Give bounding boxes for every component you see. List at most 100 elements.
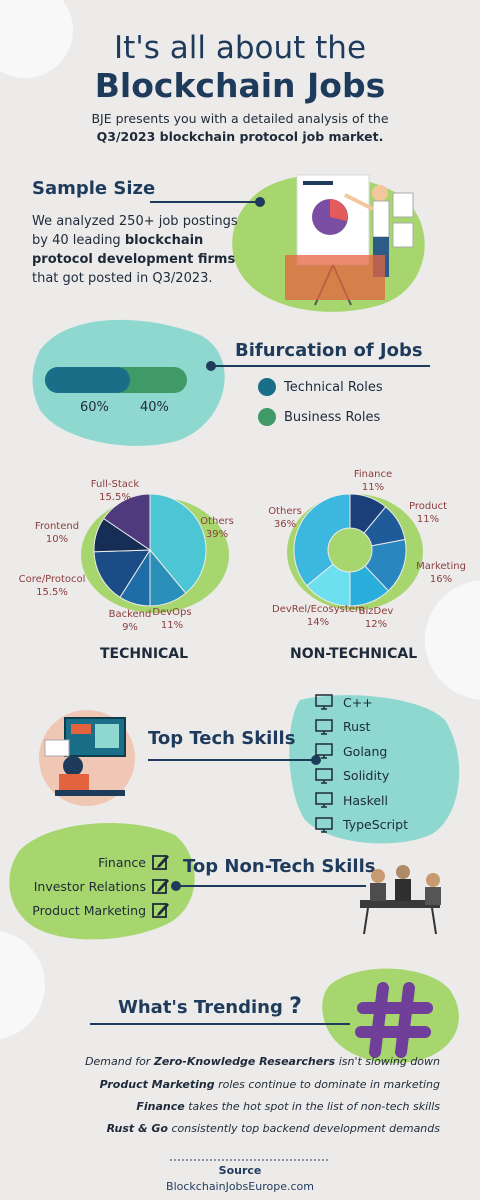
computer-icon [315, 719, 333, 735]
deco-circle-top-left [0, 0, 73, 78]
computer-icon [315, 694, 333, 710]
trending-title-text: What's Trending [118, 997, 283, 1018]
nontech-skill-label: Investor Relations [33, 878, 146, 894]
trend-4-bold: Rust & Go [106, 1122, 168, 1135]
trend-item-3: Finance takes the hot spot in the list o… [20, 1100, 440, 1113]
nontech-label-marketing-pct: 16% [429, 574, 453, 585]
nontech-skill-item: Finance [15, 850, 170, 874]
nontech-label-bizdev: BizDev 12% [354, 605, 398, 631]
non-technical-slice-others [293, 493, 351, 587]
tech-label-backend-name: Backend [108, 609, 152, 620]
sample-line-2-pre: by 40 leading [32, 233, 125, 248]
legend-business-label: Business Roles [284, 409, 381, 425]
tech-label-others-pct: 39% [205, 529, 229, 540]
technical-slice-full-stack [102, 493, 151, 551]
presenter-illustration [285, 174, 414, 306]
sample-line-4: that got posted in Q3/2023. [32, 271, 213, 286]
bifurcation-connector [206, 361, 430, 371]
nontech-skills-title: Top Non-Tech Skills [183, 856, 376, 877]
trend-item-2: Product Marketing roles continue to domi… [20, 1078, 440, 1091]
meeting-illustration [360, 865, 441, 935]
nontech-label-marketing-name: Marketing [416, 561, 466, 572]
tech-skills-list: C++ Rust Golang Solidity Haskell TypeScript [315, 690, 408, 837]
nontech-label-finance-name: Finance [353, 469, 393, 480]
nontech-label-product-pct: 11% [416, 514, 440, 525]
tech-skill-item: C++ [315, 690, 408, 715]
trend-3-post: takes the hot spot in the list of non-te… [184, 1100, 440, 1113]
tech-skill-label: Haskell [343, 792, 389, 808]
sample-line-1: We analyzed 250+ job postings [32, 214, 238, 229]
nontech-label-bizdev-pct: 12% [364, 619, 388, 630]
tech-skill-item: Haskell [315, 788, 408, 813]
trend-item-4: Rust & Go consistently top backend devel… [20, 1122, 440, 1135]
title-line-1: It's all about the [113, 30, 367, 66]
tech-label-fullstack: Full-Stack 15.5% [80, 478, 150, 504]
technical-bar [45, 367, 130, 393]
nontech-label-devrel-name: DevRel/Ecosystem [272, 604, 365, 615]
sample-size-connector [150, 197, 265, 207]
legend-business-swatch [258, 408, 276, 426]
trend-1-pre: Demand for [85, 1055, 154, 1068]
tech-label-others-name: Others [200, 516, 234, 527]
tech-label-core-pct: 15.5% [36, 587, 68, 598]
trend-3-bold: Finance [136, 1100, 185, 1113]
title-line-2: Blockchain Jobs [94, 66, 386, 105]
nontech-underline [176, 885, 366, 887]
business-pct-label: 40% [140, 400, 169, 415]
tech-label-core: Core/Protocol 15.5% [14, 573, 90, 599]
nontech-skill-label: Product Marketing [32, 902, 146, 918]
tech-label-devops-name: DevOps [152, 607, 192, 618]
technical-chart-title: TECHNICAL [100, 646, 189, 662]
tech-skills-title: Top Tech Skills [148, 728, 296, 749]
edit-icon [152, 855, 169, 870]
technical-pct-label: 60% [80, 400, 109, 415]
tech-label-frontend-pct: 10% [45, 534, 69, 545]
sample-size-text: We analyzed 250+ job postings by 40 lead… [32, 212, 262, 288]
trend-1-bold: Zero-Knowledge Researchers [153, 1055, 336, 1068]
tech-skill-item: Rust [315, 715, 408, 740]
teal-blob-tech-skills [289, 695, 460, 844]
source-link[interactable]: BlockchainJobsEurope.com [166, 1180, 314, 1193]
tech-label-frontend-name: Frontend [34, 521, 80, 532]
tech-label-frontend: Frontend 10% [22, 520, 92, 546]
legend-business: Business Roles [258, 408, 380, 426]
tech-label-fullstack-pct: 15.5% [99, 492, 131, 503]
legend-technical-label: Technical Roles [284, 379, 383, 395]
tech-label-backend: Backend 9% [100, 608, 160, 634]
technical-slice-others [149, 493, 207, 594]
tech-skill-item: Solidity [315, 764, 408, 789]
source-label: Source [218, 1164, 262, 1177]
computer-icon [315, 743, 333, 759]
non-technical-chart-title: NON-TECHNICAL [290, 646, 418, 662]
technical-pie-chart [93, 493, 207, 607]
green-blob-nontech [9, 823, 195, 940]
tech-label-devops-pct: 11% [160, 620, 184, 631]
nontech-label-others-pct: 36% [273, 519, 297, 530]
bifurcation-bar [45, 367, 187, 393]
nontech-label-bizdev-name: BizDev [358, 606, 394, 617]
developer-illustration [39, 710, 135, 806]
green-blob-trending [322, 968, 459, 1064]
sample-line-2-bold: blockchain [124, 233, 204, 248]
nontech-skills-list: Finance Investor Relations Product Marketi… [15, 850, 170, 922]
tech-skill-item: TypeScript [315, 813, 408, 838]
trend-2-post: roles continue to dominate in marketing [214, 1078, 440, 1091]
intro-line-1: BJE presents you with a detailed analysi… [91, 111, 389, 126]
intro-text: BJE presents you with a detailed analysi… [60, 110, 420, 146]
tech-label-core-name: Core/Protocol [18, 574, 86, 585]
trending-title: What's Trending ? [118, 994, 302, 1019]
deco-circle-right [425, 580, 480, 700]
edit-icon [152, 879, 169, 894]
intro-line-2: Q3/2023 blockchain protocol job market. [96, 129, 384, 144]
question-mark-icon: ? [289, 994, 302, 1019]
tech-skill-label: Solidity [343, 768, 390, 784]
sample-line-2: by 40 leading blockchain [32, 231, 262, 250]
tech-label-devops: DevOps 11% [145, 606, 199, 632]
nontech-skill-item: Product Marketing [15, 898, 170, 922]
tech-skill-label: C++ [343, 694, 373, 710]
nontech-label-product-name: Product [409, 501, 447, 512]
computer-icon [315, 817, 333, 833]
nontech-label-others: Others 36% [262, 505, 308, 531]
tech-skill-label: Golang [343, 743, 388, 759]
nontech-skill-label: Finance [98, 854, 146, 870]
